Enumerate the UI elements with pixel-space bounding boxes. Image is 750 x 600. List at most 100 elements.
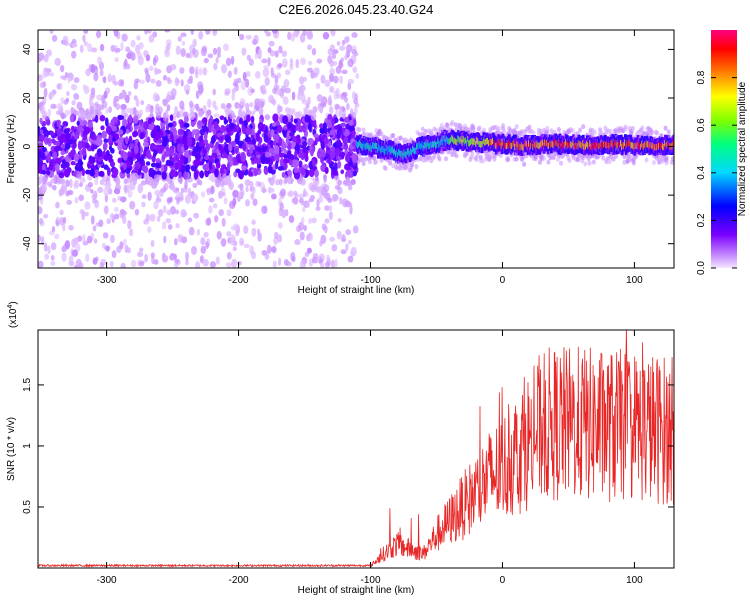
spectrogram-pixel bbox=[123, 178, 128, 184]
spectrogram-pixel bbox=[64, 109, 71, 116]
spectrogram-pixel bbox=[256, 228, 261, 235]
spectrogram-pixel bbox=[331, 170, 338, 175]
spectrogram-pixel bbox=[315, 176, 319, 182]
spectrogram-pixel bbox=[329, 129, 335, 136]
spectrogram-pixel bbox=[208, 174, 212, 181]
spectrogram-pixel bbox=[278, 222, 283, 229]
spectrogram-pixel bbox=[65, 179, 70, 187]
spectrogram-pixel bbox=[67, 76, 71, 84]
spectrogram-pixel bbox=[244, 179, 251, 187]
y-tick-label: 1.5 bbox=[22, 378, 33, 392]
spectrogram-pixel bbox=[626, 152, 631, 158]
spectrogram-pixel bbox=[299, 260, 307, 268]
spectrogram-pixel bbox=[151, 254, 155, 265]
spectrogram-pixel bbox=[279, 157, 285, 168]
spectrogram-pixel bbox=[100, 125, 105, 131]
spectrogram-pixel bbox=[291, 91, 296, 101]
spectrogram-pixel bbox=[276, 72, 282, 79]
spectrogram-pixel bbox=[348, 125, 354, 132]
spectrogram-pixel bbox=[193, 212, 199, 219]
spectrogram-pixel bbox=[324, 166, 329, 174]
spectrogram-pixel bbox=[169, 114, 174, 122]
spectrogram-pixel bbox=[437, 156, 442, 162]
spectrogram-pixel bbox=[241, 47, 247, 56]
spectrogram-pixel bbox=[140, 99, 145, 106]
spectrogram-pixel bbox=[664, 160, 669, 166]
spectrogram-pixel bbox=[261, 249, 268, 256]
spectrogram-pixel bbox=[184, 179, 188, 190]
spectrogram-pixel bbox=[87, 235, 93, 244]
spectrogram-pixel bbox=[226, 231, 232, 237]
spectrogram-pixel bbox=[161, 171, 167, 180]
spectrogram-pixel bbox=[132, 130, 139, 137]
x-tick-label: 100 bbox=[626, 575, 643, 586]
spectrogram-pixel bbox=[299, 33, 306, 43]
spectrogram-pixel bbox=[324, 79, 331, 88]
spectrogram-pixel bbox=[328, 106, 334, 115]
spectrogram-pixel bbox=[125, 136, 129, 145]
spectrogram-pixel bbox=[202, 258, 209, 267]
spectrogram-pixel bbox=[259, 85, 264, 92]
spectrogram-pixel bbox=[338, 108, 343, 117]
spectrogram-pixel bbox=[255, 132, 260, 142]
snr-frame bbox=[37, 329, 675, 569]
spectrogram-pixel bbox=[151, 180, 158, 189]
spectrogram-pixel bbox=[217, 46, 221, 55]
spectrogram-pixel bbox=[167, 78, 173, 85]
spectrogram-pixel bbox=[117, 143, 123, 151]
spectrogram-pixel bbox=[289, 58, 294, 67]
spectrogram-pixel bbox=[164, 163, 168, 172]
snr-line bbox=[38, 330, 674, 568]
spectrogram-pixel bbox=[82, 120, 88, 126]
spectrogram-pixel bbox=[254, 98, 261, 107]
spectrogram-pixel bbox=[136, 251, 144, 258]
spectrogram-pixel bbox=[79, 176, 86, 184]
spectrogram-pixel bbox=[644, 157, 649, 163]
spectrogram-pixel bbox=[99, 43, 105, 52]
spectrogram-pixel bbox=[216, 52, 221, 58]
spectrogram-pixel bbox=[346, 51, 351, 59]
spectrogram-pixel bbox=[160, 164, 165, 173]
spectrogram-pixel bbox=[187, 187, 192, 197]
spectrogram-pixel bbox=[120, 103, 127, 110]
spectrogram-pixel bbox=[65, 97, 70, 103]
spectrogram-pixel bbox=[251, 185, 256, 195]
spectrogram-pixel bbox=[38, 260, 44, 268]
spectrogram-pixel bbox=[353, 105, 358, 115]
spectrogram-pixel bbox=[58, 105, 64, 114]
spectrogram-pixel bbox=[226, 251, 232, 260]
spectrogram-pixel bbox=[127, 156, 134, 162]
spectrogram-pixel bbox=[581, 124, 586, 130]
spectrogram-pixel bbox=[304, 114, 310, 123]
spectrogram-pixel bbox=[308, 169, 315, 177]
colorbar-tick-label: 0.6 bbox=[696, 118, 707, 132]
spectrogram-pixel bbox=[59, 178, 66, 185]
spectrogram-pixel bbox=[251, 251, 256, 260]
spectrogram-pixel bbox=[237, 183, 244, 189]
spectrogram-pixel bbox=[52, 184, 57, 191]
spectrogram-pixel bbox=[315, 82, 321, 90]
spectrogram-pixel bbox=[236, 124, 240, 132]
spectrogram-pixel bbox=[139, 109, 143, 116]
spectrogram-pixel bbox=[287, 141, 292, 151]
spectrogram-pixel bbox=[39, 117, 43, 125]
spectrogram-pixel bbox=[64, 142, 71, 150]
spectrogram-pixel bbox=[147, 30, 152, 34]
spectrogram-pixel bbox=[42, 80, 47, 88]
spectrogram-pixel bbox=[78, 194, 85, 202]
spectrogram-pixel bbox=[327, 97, 333, 106]
spectrogram-pixel bbox=[522, 161, 527, 167]
spectrogram-pixel bbox=[351, 130, 356, 136]
spectrogram-pixel bbox=[316, 199, 320, 208]
spectrogram-pixel bbox=[201, 45, 208, 53]
spectrogram-pixel bbox=[124, 128, 130, 134]
spectrogram-pixel bbox=[193, 159, 200, 168]
spectrogram-pixel bbox=[323, 137, 330, 145]
spectrogram-pixel bbox=[153, 200, 159, 210]
spectrogram-pixel bbox=[139, 79, 145, 85]
spectrogram-pixel bbox=[54, 57, 61, 66]
spectrogram-pixel bbox=[248, 58, 254, 66]
spectrogram-pixel bbox=[60, 112, 65, 120]
spectrogram-pixel bbox=[143, 173, 150, 180]
spectrogram-pixel bbox=[279, 201, 284, 212]
